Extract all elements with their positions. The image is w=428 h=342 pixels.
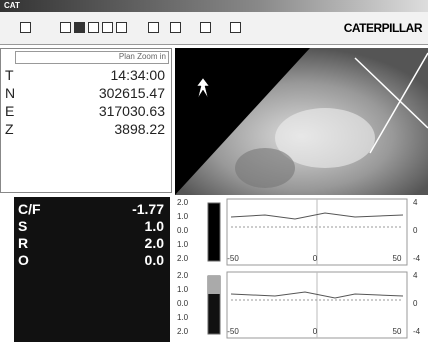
x-label: -50 [227, 254, 239, 263]
row-value: 317030.63 [99, 103, 165, 119]
data-row: Z 3898.22 [5, 121, 165, 137]
row-label: T [5, 67, 14, 83]
data-row: N 302615.47 [5, 85, 165, 101]
row-value: 2.0 [145, 235, 164, 251]
row-label: Z [5, 121, 14, 137]
row-value: 3898.22 [114, 121, 165, 137]
tool-icon[interactable] [102, 22, 113, 33]
scale-label: 1.0 [177, 240, 189, 249]
toolbar: CATERPILLAR [0, 12, 428, 45]
window-title: CAT [4, 1, 20, 10]
row-value: 302615.47 [99, 85, 165, 101]
x-label: 0 [313, 327, 318, 336]
data-row: T 14:34:00 [5, 67, 165, 83]
cut-fill-panel: C/F -1.77 S 1.0 R 2.0 O 0.0 [14, 197, 170, 342]
profile-graphs: 2.0 1.0 0.0 1.0 2.0 -50 0 50 4 0 -4 2.0 1.0 0.0 1.0 2.0… [175, 197, 428, 342]
tool-icon[interactable] [88, 22, 99, 33]
level-bar-top [208, 276, 220, 294]
data-row: E 317030.63 [5, 103, 165, 119]
tool-icon[interactable] [116, 22, 127, 33]
row-label: N [5, 85, 15, 101]
y-label: 4 [413, 271, 418, 280]
data-row: R 2.0 [18, 235, 164, 251]
y-label: -4 [413, 254, 421, 263]
scale-label: 1.0 [177, 285, 189, 294]
position-panel: Plan Zoom in T 14:34:00 N 302615.47 E 317030.… [0, 48, 172, 193]
x-label: -50 [227, 327, 239, 336]
row-label: R [18, 235, 28, 251]
row-label: E [5, 103, 14, 119]
x-label: 0 [313, 254, 318, 263]
row-value: 0.0 [145, 252, 164, 268]
data-row: C/F -1.77 [18, 201, 164, 217]
row-value: -1.77 [132, 201, 164, 217]
title-bar: CAT [0, 0, 428, 12]
x-label: 50 [393, 254, 402, 263]
scale-label: 2.0 [177, 327, 189, 336]
scale-label: 2.0 [177, 254, 189, 263]
data-row: S 1.0 [18, 218, 164, 234]
row-label: C/F [18, 201, 41, 217]
aerial-image [235, 148, 295, 188]
tool-icon[interactable] [60, 22, 71, 33]
view-mode[interactable]: Plan Zoom in [15, 51, 169, 64]
y-label: 0 [413, 226, 418, 235]
y-label: -4 [413, 327, 421, 336]
tool-icon[interactable] [148, 22, 159, 33]
row-label: S [18, 218, 27, 234]
row-label: O [18, 252, 29, 268]
x-label: 50 [393, 327, 402, 336]
app-window: CAT CATERPILLAR Plan Zoom in T 14:34:00 N 3… [0, 0, 428, 342]
tool-icon[interactable] [170, 22, 181, 33]
scale-label: 1.0 [177, 313, 189, 322]
tool-icon[interactable] [230, 22, 241, 33]
row-value: 1.0 [145, 218, 164, 234]
tool-icon[interactable] [200, 22, 211, 33]
y-label: 0 [413, 299, 418, 308]
scale-label: 2.0 [177, 271, 189, 280]
scale-label: 1.0 [177, 212, 189, 221]
map-view [175, 48, 428, 195]
brand-logo: CATERPILLAR [344, 21, 422, 35]
row-value: 14:34:00 [111, 67, 166, 83]
scale-label: 0.0 [177, 226, 189, 235]
tool-icon[interactable] [74, 22, 85, 33]
level-bar [208, 203, 220, 261]
data-row: O 0.0 [18, 252, 164, 268]
scale-label: 0.0 [177, 299, 189, 308]
tool-icon[interactable] [20, 22, 31, 33]
y-label: 4 [413, 198, 418, 207]
scale-label: 2.0 [177, 198, 189, 207]
